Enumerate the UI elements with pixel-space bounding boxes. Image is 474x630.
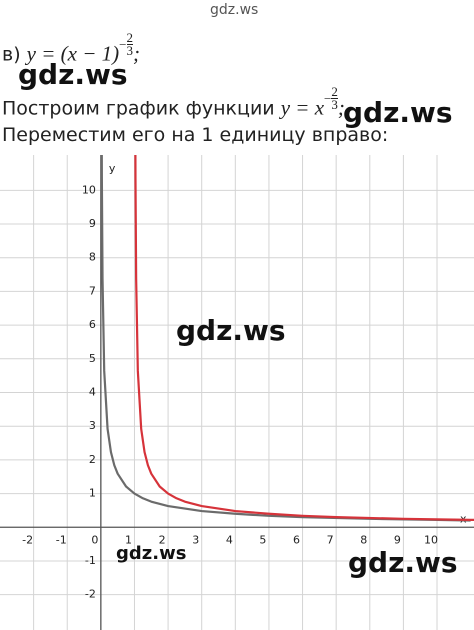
y-tick-label: 8 [89,251,96,264]
watermark: gdz.ws [210,2,259,18]
suffix: ; [133,41,140,66]
exp-sign: − [324,90,332,106]
exp-sign: − [119,36,127,52]
x-tick-label: 9 [394,533,401,546]
watermark: gdz.ws [116,543,187,564]
curve [100,155,471,522]
step2-text: Переместим его на 1 единицу вправо: [2,124,389,146]
x-tick-label: 3 [192,533,199,546]
exp-den: 3 [331,97,338,112]
formula: y = (x − 1) [26,41,120,66]
task-prefix: в) [2,43,21,66]
watermark: gdz.ws [176,314,286,347]
y-tick-label: 10 [82,183,96,196]
step1-text: Построим график функции [2,97,275,120]
exponent: −2 3 [119,30,134,58]
y-tick-label: 1 [89,487,96,500]
y-axis-label: y [109,162,116,175]
y-tick-label: 3 [89,419,96,432]
exp-den: 3 [126,43,134,58]
y-tick-label: 9 [89,217,96,230]
exp-num: 2 [331,84,338,99]
y-tick-label: 7 [89,284,96,297]
suffix: ; [337,95,345,120]
x-tick-label: 1 [125,533,132,546]
y-tick-label: 5 [89,352,96,365]
y-tick-label: -1 [85,554,96,567]
exp-num: 2 [126,30,133,45]
x-tick-label: 10 [424,533,438,546]
y-tick-label: 2 [89,453,96,466]
y-tick-label: 6 [89,318,96,331]
x-tick-label: -1 [56,533,67,546]
watermark: gdz.ws [343,96,453,129]
formula: y = x [280,95,325,120]
step1-line: Построим график функции y = x −2 3; [2,84,345,121]
y-tick-label: 4 [89,386,96,399]
x-tick-label: -2 [22,533,33,546]
x-tick-label: 7 [327,533,334,546]
exponent: −2 3 [324,84,338,112]
x-tick-label: 8 [360,533,367,546]
x-tick-label: 0 [91,533,98,546]
x-tick-label: 4 [226,533,233,546]
x-tick-label: 6 [293,533,300,546]
x-tick-label: 2 [159,533,166,546]
task-line: в) y = (x − 1) −2 3; [2,30,140,67]
step2-line: Переместим его на 1 единицу вправо: [2,124,388,146]
watermark: gdz.ws [18,58,128,91]
curve [134,155,474,522]
x-tick-label: 5 [259,533,266,546]
watermark: gdz.ws [348,546,458,579]
y-tick-label: -2 [85,588,96,601]
